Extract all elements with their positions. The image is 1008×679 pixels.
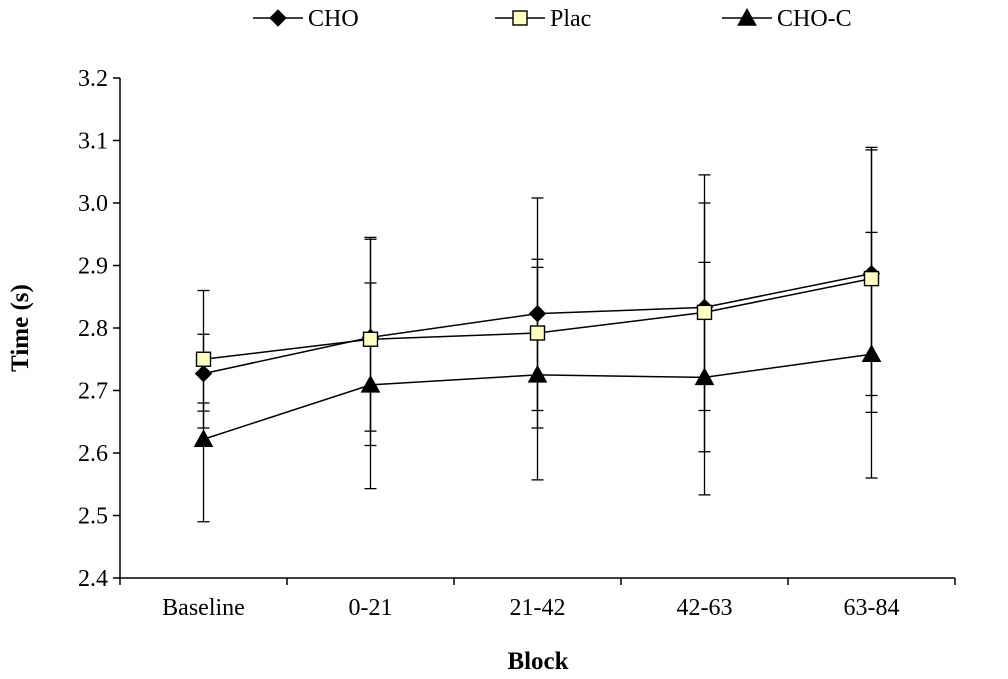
data-point-cho-c <box>360 374 381 393</box>
y-tick-label: 2.8 <box>78 316 108 342</box>
legend-marker-cho <box>269 9 287 27</box>
y-tick-label: 2.9 <box>78 254 108 280</box>
legend-label-cho-c: CHO-C <box>777 6 852 32</box>
data-point-cho <box>528 304 547 323</box>
y-tick-label: 3.1 <box>78 129 108 155</box>
data-point-plac <box>696 304 713 321</box>
y-tick-label: 2.6 <box>78 441 108 467</box>
legend-marker-cho-c <box>737 7 757 26</box>
legend-label-plac: Plac <box>550 6 591 32</box>
legend-marker-plac <box>512 10 528 26</box>
axes: 2.4 2.5 2.6 2.7 2.8 2.9 3.0 3.1 3.2 Baseline 0-21 2… <box>78 66 956 621</box>
x-axis-title: Block <box>507 648 568 675</box>
x-tick-label: Baseline <box>162 595 245 621</box>
series-markers <box>193 264 882 447</box>
legend: CHO Plac CHO-C <box>253 6 852 32</box>
y-tick-label: 2.4 <box>78 566 108 592</box>
data-point-cho-c <box>861 344 882 362</box>
data-point-cho-c <box>527 364 548 383</box>
data-point-cho-c <box>193 429 214 447</box>
x-tick-label: 0-21 <box>349 595 393 621</box>
data-point-cho-c <box>694 367 715 386</box>
legend-label-cho: CHO <box>308 6 359 32</box>
y-tick-label: 2.7 <box>78 379 108 405</box>
data-point-plac <box>362 331 379 347</box>
data-point-plac <box>863 270 880 287</box>
data-point-cho <box>194 364 213 383</box>
data-point-plac <box>529 325 546 341</box>
y-axis-title: Time (s) <box>7 284 34 372</box>
x-tick-label: 63-84 <box>844 595 900 621</box>
x-tick-label: 42-63 <box>677 595 733 621</box>
y-tick-label: 2.5 <box>78 504 108 530</box>
y-tick-label: 3.0 <box>78 191 108 217</box>
x-tick-label: 21-42 <box>510 595 566 621</box>
y-tick-label: 3.2 <box>78 66 108 92</box>
data-point-plac <box>195 351 212 367</box>
